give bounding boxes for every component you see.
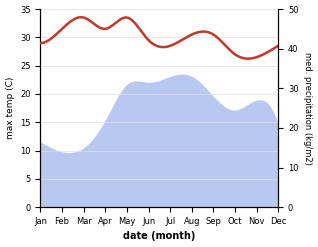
X-axis label: date (month): date (month) bbox=[123, 231, 196, 242]
Y-axis label: med. precipitation (kg/m2): med. precipitation (kg/m2) bbox=[303, 52, 313, 165]
Y-axis label: max temp (C): max temp (C) bbox=[5, 77, 15, 139]
